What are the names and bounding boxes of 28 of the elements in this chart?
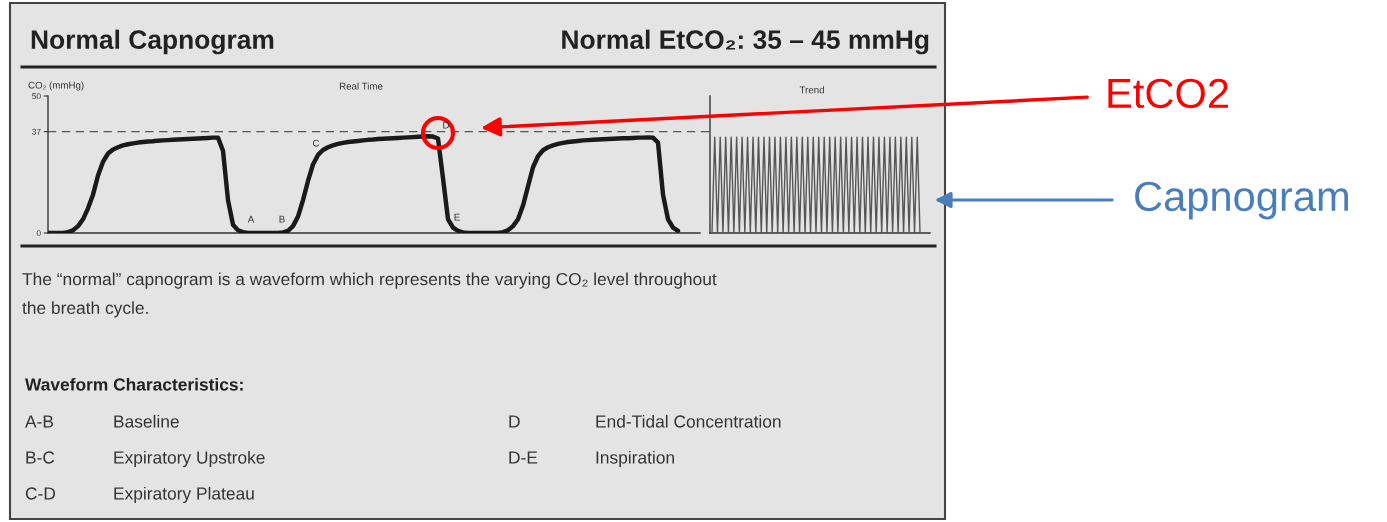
text: D	[509, 415, 520, 428]
line-series	[48, 134, 681, 233]
text: Waveform Characteristics:	[25, 377, 243, 391]
text: End-Tidal Concentration	[596, 414, 781, 428]
text: Normal EtCO₂: 35 – 45 mmHg	[562, 29, 929, 55]
text: A-B	[25, 415, 54, 428]
text: Baseline	[114, 414, 179, 428]
text: B-C	[26, 451, 55, 464]
text: Expiratory Plateau	[114, 486, 254, 504]
text: C-D	[25, 487, 56, 500]
annotation: A	[247, 215, 255, 223]
text: The “normal” capnogram is a waveform which represents the varying CO₂ level throughout the breath cycle.	[22, 272, 717, 318]
text: Expiratory Upstroke	[114, 450, 265, 468]
annotation: C	[312, 139, 320, 147]
text: EtCO2	[1108, 78, 1228, 109]
text: Inspiration	[596, 450, 674, 468]
text: Capnogram	[1135, 181, 1348, 220]
chart-title: Trend	[799, 86, 824, 94]
chart-title: Normal Capnogram	[31, 29, 274, 55]
annotation: D	[443, 121, 450, 129]
annotation: E	[454, 213, 460, 221]
annotation: B	[279, 215, 285, 223]
y-tick-label: 0	[36, 230, 41, 237]
y-axis-title: CO₂ (mmHg)	[28, 81, 84, 91]
text: D-E	[509, 451, 538, 464]
y-tick-label: 37	[32, 128, 41, 135]
x-axis-title: Real Time	[339, 82, 383, 90]
y-tick-label: 50	[32, 93, 41, 100]
